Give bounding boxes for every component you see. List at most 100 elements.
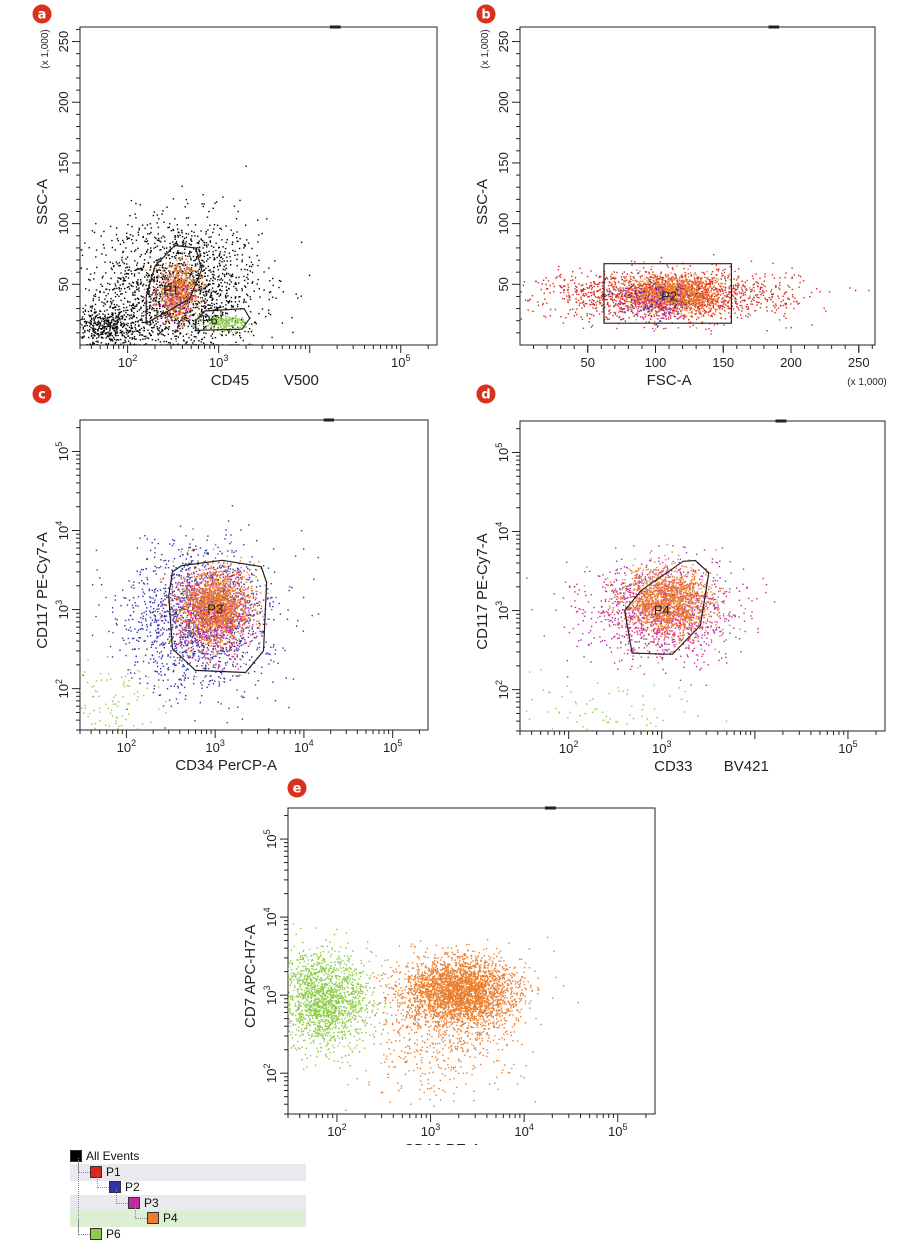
data-point — [113, 306, 115, 309]
data-point — [189, 308, 192, 310]
data-point — [216, 293, 218, 295]
data-point — [92, 330, 95, 333]
data-point — [626, 294, 629, 297]
data-point — [177, 234, 179, 237]
data-point — [136, 282, 138, 285]
data-point — [136, 281, 139, 283]
data-point — [556, 276, 558, 278]
data-point — [165, 305, 168, 307]
data-point — [154, 344, 156, 345]
data-point — [198, 289, 200, 291]
data-point — [109, 327, 111, 329]
data-point — [134, 260, 136, 262]
data-point — [175, 344, 178, 345]
data-point — [780, 301, 783, 303]
data-point — [149, 252, 151, 254]
data-point — [213, 246, 215, 248]
data-point — [151, 330, 153, 332]
data-point — [603, 273, 606, 276]
data-point — [218, 262, 221, 265]
data-point — [107, 323, 110, 325]
data-point — [94, 323, 96, 325]
data-point — [175, 319, 177, 322]
data-point — [166, 302, 169, 304]
data-point — [135, 298, 137, 300]
data-point — [187, 284, 189, 287]
data-point — [243, 321, 245, 323]
data-point — [627, 309, 630, 311]
data-point — [199, 253, 202, 255]
data-point — [793, 300, 795, 303]
data-point — [702, 305, 704, 307]
data-point — [773, 277, 775, 279]
data-point — [197, 332, 199, 335]
data-point — [94, 344, 96, 345]
data-point — [212, 207, 214, 209]
data-point — [690, 289, 693, 291]
data-point — [700, 307, 702, 310]
data-point — [172, 271, 175, 273]
data-point — [753, 283, 755, 285]
data-point — [706, 283, 708, 286]
data-point — [660, 271, 663, 273]
data-point — [828, 291, 831, 293]
data-point — [181, 327, 184, 329]
data-point — [158, 298, 161, 300]
data-point — [752, 286, 755, 289]
data-point — [203, 244, 206, 246]
data-point — [733, 278, 735, 280]
data-point — [615, 286, 617, 288]
data-point — [701, 321, 703, 323]
data-point — [743, 300, 746, 302]
data-point — [55, 299, 56, 300]
data-point — [175, 307, 177, 309]
data-point — [222, 258, 224, 260]
data-point — [137, 267, 139, 270]
data-point — [241, 261, 243, 263]
data-point — [246, 239, 248, 241]
data-point — [147, 293, 150, 296]
data-point — [180, 275, 183, 277]
data-point — [653, 315, 655, 317]
data-point — [162, 246, 164, 248]
data-point — [100, 235, 102, 237]
data-point — [121, 333, 124, 336]
data-point — [624, 280, 626, 282]
data-point — [573, 315, 576, 317]
data-point — [231, 316, 233, 319]
data-point — [219, 253, 221, 255]
data-point — [156, 318, 159, 320]
data-point — [107, 293, 109, 295]
data-point — [274, 260, 276, 262]
gate-p1[interactable] — [145, 244, 203, 325]
data-point — [239, 327, 242, 329]
data-point — [177, 271, 179, 273]
data-point — [80, 322, 81, 325]
data-point — [482, 291, 483, 292]
data-point — [203, 252, 206, 255]
data-point — [145, 343, 147, 345]
data-point — [109, 300, 112, 303]
data-point — [163, 247, 166, 250]
data-point — [654, 274, 656, 276]
data-point — [666, 264, 668, 266]
data-point — [582, 287, 585, 290]
data-point — [206, 286, 208, 288]
data-point — [684, 276, 687, 278]
data-point — [185, 304, 187, 307]
data-point — [131, 317, 133, 320]
data-point — [125, 337, 127, 339]
data-point — [117, 334, 119, 337]
data-point — [163, 292, 165, 294]
data-point — [236, 331, 238, 334]
data-point — [542, 302, 544, 305]
data-point — [225, 225, 227, 227]
data-point — [206, 254, 209, 256]
data-point — [111, 239, 113, 242]
gate-p6[interactable] — [195, 307, 251, 332]
data-point — [195, 337, 198, 339]
data-point — [115, 327, 117, 329]
data-point — [214, 258, 216, 260]
data-point — [210, 315, 213, 317]
data-point — [215, 322, 218, 324]
